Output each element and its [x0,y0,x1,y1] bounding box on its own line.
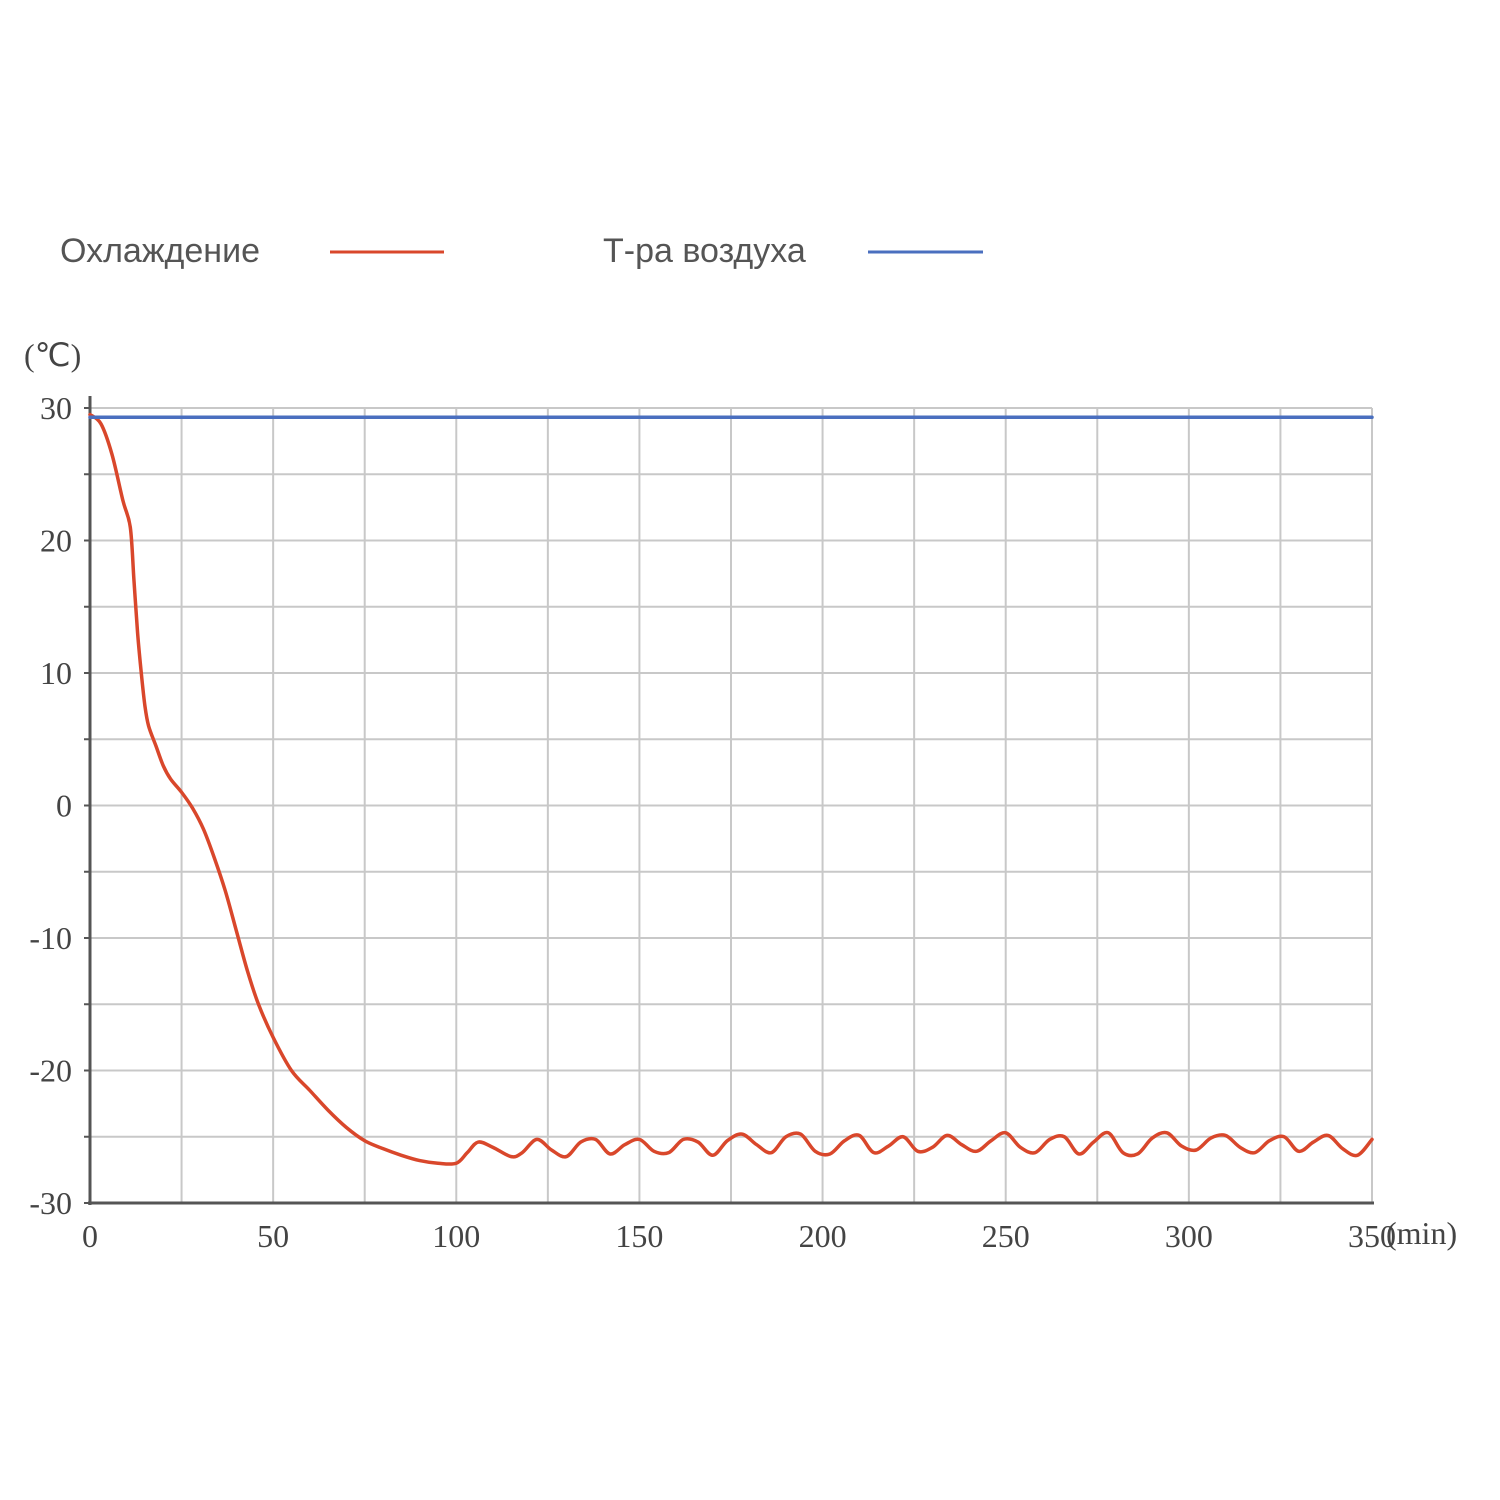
y-tick-label: 10 [40,655,72,691]
x-axis-unit-label: (min) [1386,1215,1457,1251]
y-tick-label: 20 [40,523,72,559]
grid [90,407,1373,1203]
y-tick-label: -30 [29,1185,72,1221]
legend-label-air-temp: Т-ра воздуха [603,232,806,270]
legend-label-cooling: Охлаждение [60,232,260,270]
axes [84,396,1374,1205]
legend: Охлаждение Т-ра воздуха [60,232,983,270]
x-tick-label: 300 [1165,1218,1213,1254]
series-lines [88,412,1374,1166]
x-tick-label: 150 [615,1218,663,1254]
y-tick-label: -20 [29,1053,72,1089]
series-line-cooling [88,412,1374,1166]
x-tick-label: 0 [82,1218,98,1254]
x-tick-label: 50 [257,1218,289,1254]
x-tick-label: 250 [982,1218,1030,1254]
y-tick-label: 0 [56,788,72,824]
x-tick-label: 100 [432,1218,480,1254]
y-axis-unit-label: (℃) [24,337,81,373]
x-tick-label: 200 [799,1218,847,1254]
y-tick-label: 30 [40,390,72,426]
x-tick-label: 350 [1348,1218,1396,1254]
y-tick-label: -10 [29,920,72,956]
